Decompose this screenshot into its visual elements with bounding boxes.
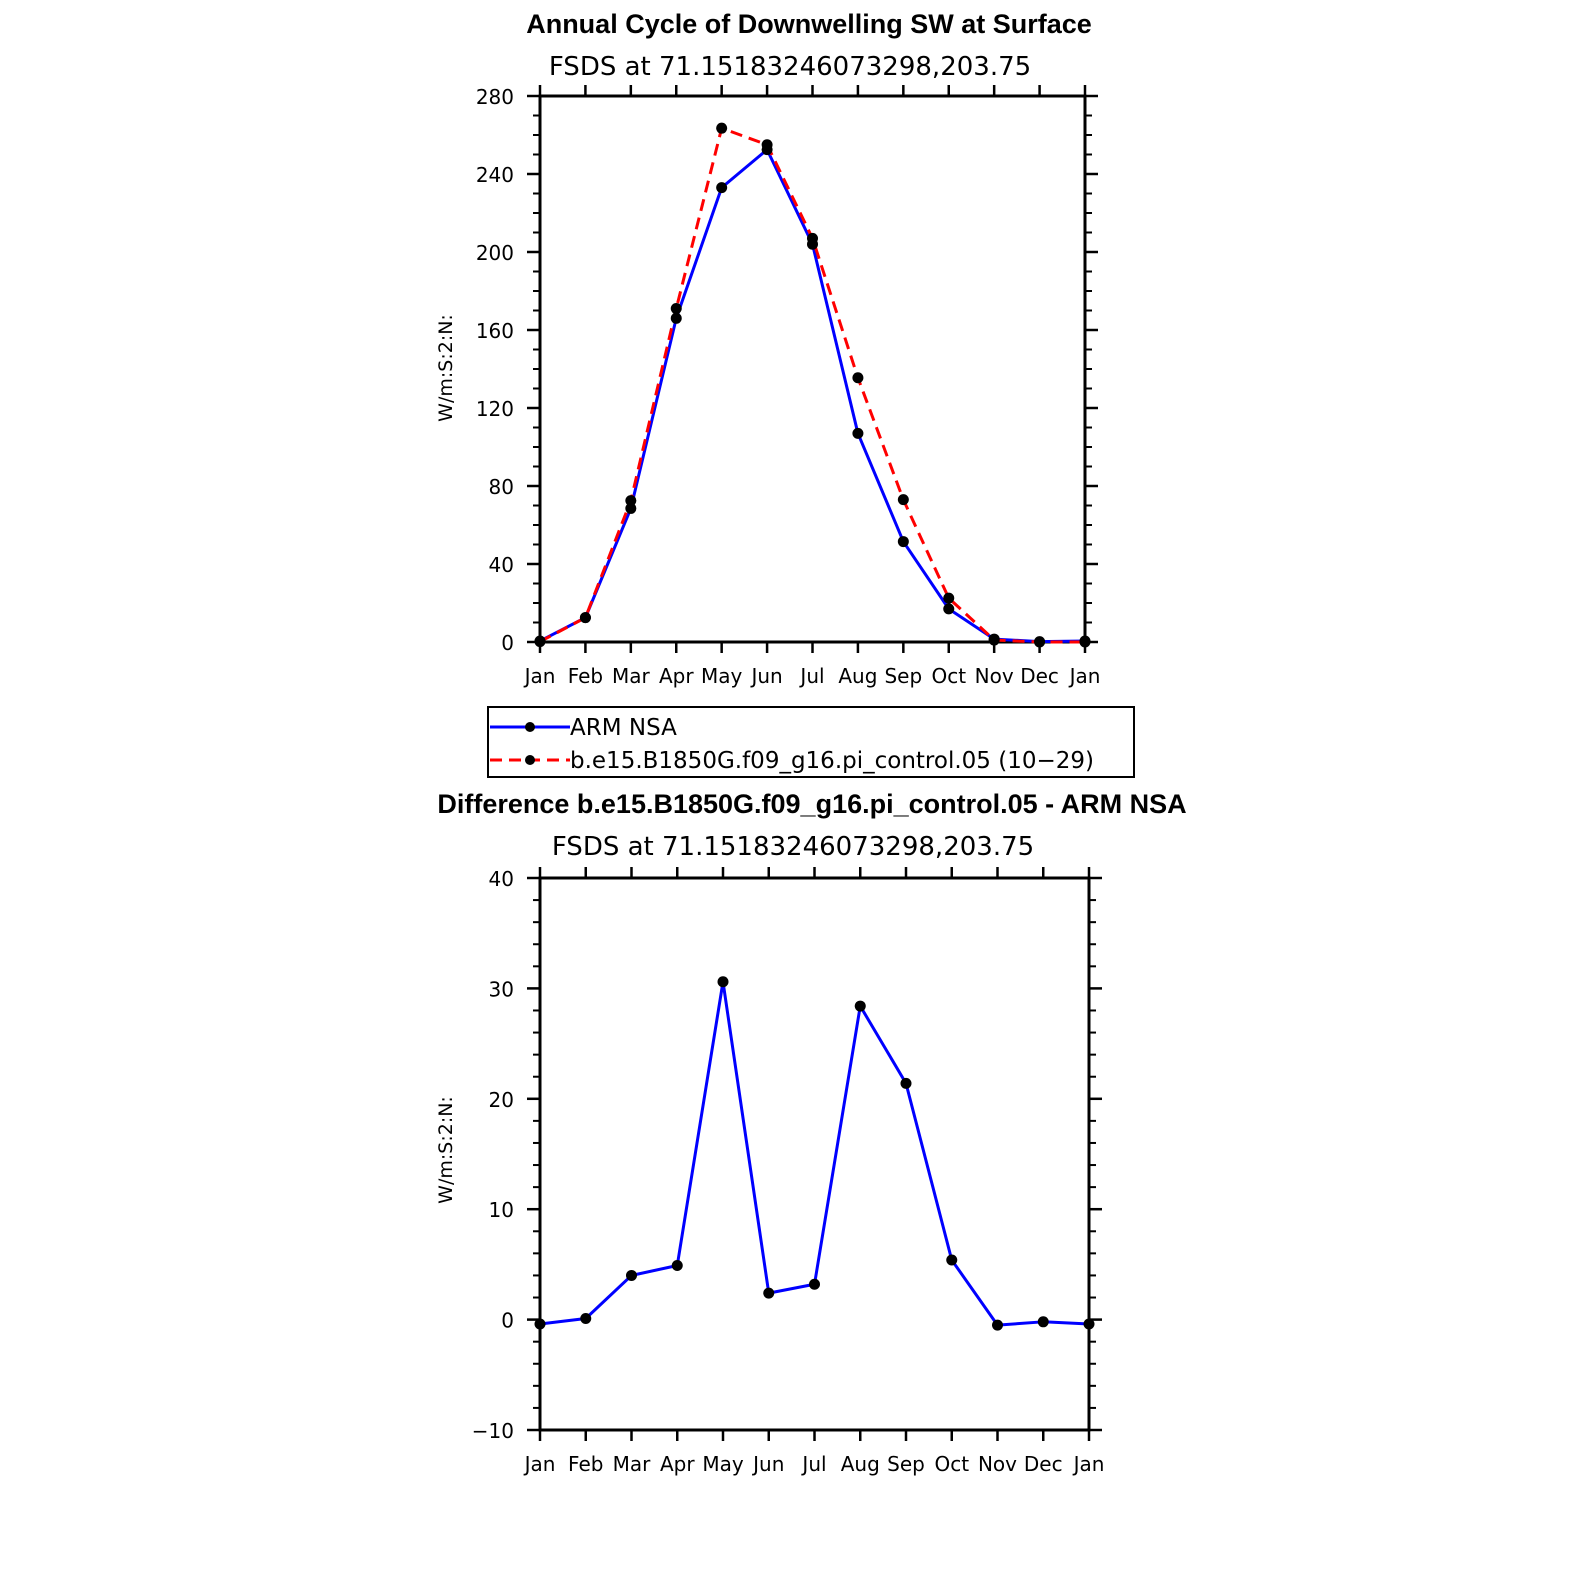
data-point [854,1000,866,1012]
x-tick-label: Apr [660,1452,695,1476]
data-point [897,494,909,506]
y-tick-label: 280 [476,85,514,109]
legend-label-model: b.e15.B1850G.f09_g16.pi_control.05 (10−2… [570,748,1094,774]
y-tick-label: 0 [501,1309,514,1333]
data-point [534,1318,546,1330]
y-tick-label: 240 [476,163,514,187]
data-point [992,1319,1003,1331]
legend-marker-arm-nsa [525,722,535,732]
difference-panel: Difference b.e15.B1850G.f09_g16.pi_contr… [435,789,1187,1476]
data-point [626,1269,637,1281]
data-point [1083,1318,1095,1330]
x-tick-label: Jan [1068,664,1101,688]
data-point [1034,636,1046,648]
data-point [761,139,773,151]
x-tick-label: May [701,664,743,688]
legend-marker-model [525,755,535,765]
data-point [625,502,637,514]
y-tick-label: 10 [489,1198,514,1222]
x-tick-label: Jul [798,664,824,688]
x-tick-label: Feb [568,664,603,688]
x-tick-label: Dec [1020,664,1059,688]
x-tick-label: Mar [613,1452,652,1476]
data-point [897,536,909,548]
x-tick-label: Jan [1072,1452,1105,1476]
legend-box [487,706,1135,778]
series-line-0 [539,148,1086,644]
data-point [717,976,729,988]
annual-cycle-panel: Annual Cycle of Downwelling SW at Surfac… [435,9,1100,688]
y-tick-label: 120 [476,397,514,421]
x-tick-label: Sep [884,664,922,688]
y-tick-label: 20 [489,1088,514,1112]
data-point [852,427,864,439]
x-tick-label: Jun [749,664,782,688]
data-point [670,312,682,324]
chart-title: Difference b.e15.B1850G.f09_g16.pi_contr… [437,789,1186,819]
data-point [988,634,1000,646]
y-tick-label: 0 [501,631,514,655]
chart-subtitle: FSDS at 71.15183246073298,203.75 [549,52,1031,82]
axes: Jan Feb Mar Apr May Jun Jul Aug Sep Oct Nov Dec Jan−… [472,867,1105,1476]
x-tick-label: Aug [841,1452,880,1476]
y-axis-label: W/m:S:2:N: [435,314,457,422]
data-point [716,122,728,134]
x-tick-label: Jan [523,664,556,688]
data-point [946,1254,958,1266]
data-point [809,1278,820,1290]
chart-subtitle: FSDS at 71.15183246073298,203.75 [552,832,1034,862]
data-point [580,1312,592,1324]
legend: ARM NSA b.e15.B1850G.f09_g16.pi_control.… [487,706,1135,778]
data-point [1037,1316,1049,1328]
y-axis-label: W/m:S:2:N: [435,1096,457,1204]
x-tick-label: Dec [1024,1452,1063,1476]
x-tick-label: Jul [800,1452,826,1476]
x-tick-label: May [702,1452,744,1476]
data-point [943,592,955,604]
x-tick-label: Nov [978,1452,1017,1476]
series-line-1 [539,126,1085,644]
x-tick-label: Oct [931,664,966,688]
y-tick-label: 160 [476,319,514,343]
y-tick-label: 30 [489,977,514,1001]
plot-frame [538,94,1087,644]
data-point [900,1077,912,1089]
data-point [716,182,728,194]
y-tick-label: 40 [489,867,514,891]
data-point [670,303,682,315]
x-tick-label: Apr [659,664,694,688]
legend-label-arm-nsa: ARM NSA [570,715,677,741]
data-point [852,372,864,384]
series-group [534,122,1091,648]
y-tick-label: −10 [472,1419,514,1443]
plot-frame [538,876,1091,1432]
x-tick-label: Nov [975,664,1014,688]
data-point [807,232,818,244]
series-group [534,976,1095,1331]
data-point [625,495,637,507]
x-tick-label: Feb [568,1452,603,1476]
x-tick-label: Jan [523,1452,556,1476]
x-tick-label: Mar [612,664,651,688]
chart-title: Annual Cycle of Downwelling SW at Surfac… [526,9,1092,39]
x-tick-label: Aug [838,664,877,688]
data-point [1079,636,1091,648]
series-line-0 [539,980,1090,1327]
y-tick-label: 200 [476,241,514,265]
data-point [534,636,546,648]
y-tick-label: 80 [489,475,514,499]
data-point [671,1260,683,1272]
x-tick-label: Jun [751,1452,784,1476]
data-point [579,612,591,624]
x-tick-label: Oct [934,1452,969,1476]
x-tick-label: Sep [887,1452,925,1476]
y-tick-label: 40 [489,553,514,577]
data-point [943,603,955,615]
axes: Jan Feb Mar Apr May Jun Jul Aug Sep Oct Nov Dec Jan 0… [476,85,1101,688]
data-point [763,1287,775,1299]
